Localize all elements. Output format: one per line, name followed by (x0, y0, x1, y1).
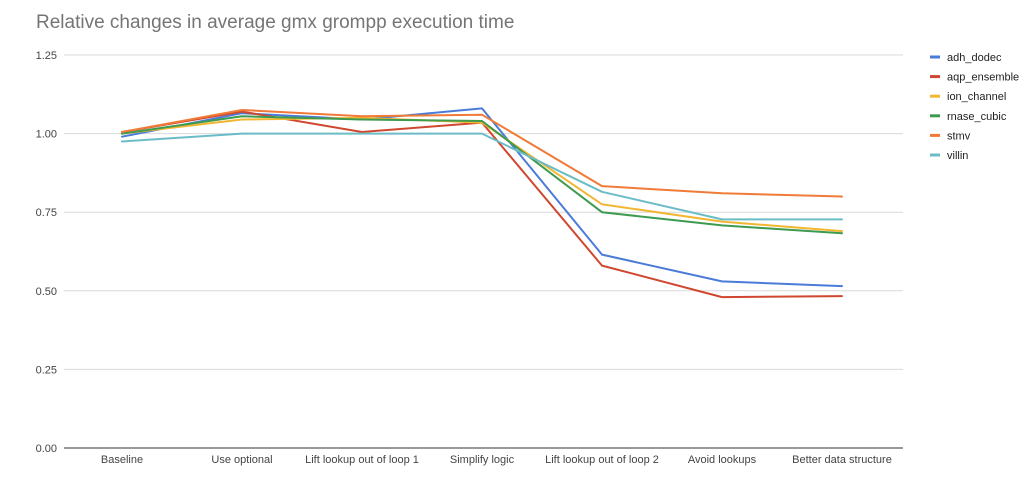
x-tick-label: Baseline (101, 454, 143, 466)
series-line-rnase-cubic (121, 115, 843, 235)
y-tick-label: 0.75 (36, 207, 57, 219)
legend-label: stmv (947, 130, 971, 142)
y-tick-label: 1.25 (36, 50, 57, 62)
series-line-aqp-ensemble (121, 110, 843, 299)
legend-label: aqp_ensemble (947, 72, 1019, 84)
legend-label: ion_channel (947, 91, 1006, 103)
x-tick-label: Simplify logic (450, 454, 515, 466)
y-tick-label: 0.25 (36, 364, 57, 376)
y-tick-label: 0.50 (36, 286, 57, 298)
chart-title: Relative changes in average gmx grompp e… (36, 12, 515, 33)
x-tick-label: Use optional (211, 454, 272, 466)
x-tick-label: Lift lookup out of loop 1 (305, 454, 419, 466)
series-line-ion-channel (121, 116, 843, 233)
x-tick-label: Avoid lookups (688, 454, 757, 466)
x-tick-label: Lift lookup out of loop 2 (545, 454, 659, 466)
x-tick-label: Better data structure (792, 454, 892, 466)
y-tick-label: 0.00 (36, 443, 57, 455)
legend-label: adh_dodec (947, 52, 1002, 64)
series-line-stmv (121, 109, 843, 198)
legend-label: villin (947, 150, 968, 162)
y-tick-label: 1.00 (36, 129, 57, 141)
series-line-villin (121, 132, 843, 221)
legend-label: rnase_cubic (947, 111, 1007, 123)
series-line-adh-dodec (121, 107, 843, 288)
